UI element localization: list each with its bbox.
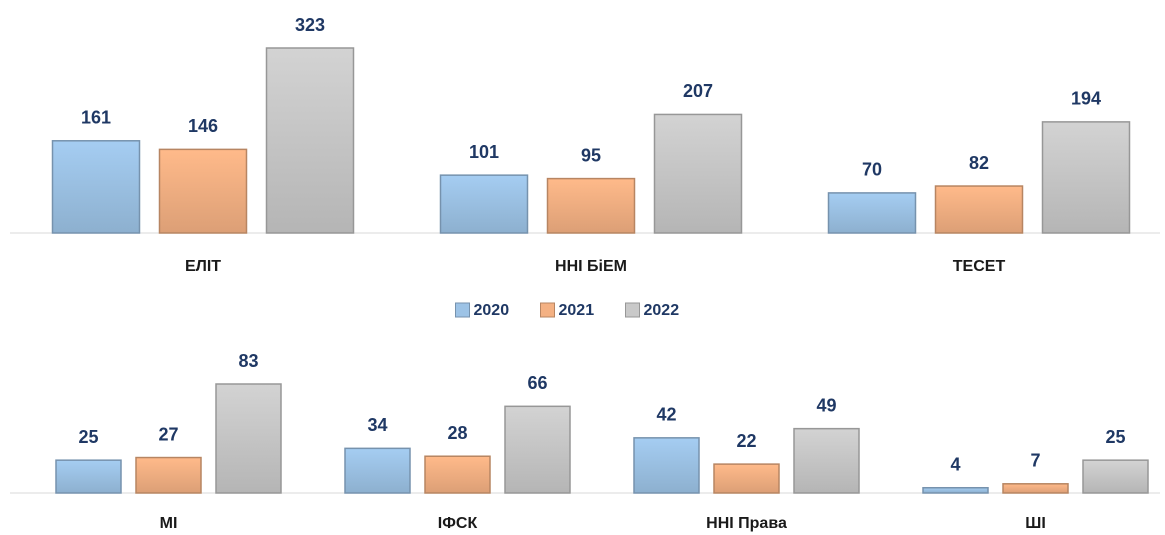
bar [633, 437, 700, 494]
data-label: 25 [1105, 427, 1125, 447]
data-label: 34 [367, 415, 387, 435]
x-tick-label: ЕЛІТ [185, 258, 221, 275]
data-label: 4 [950, 454, 960, 474]
bar [344, 447, 411, 494]
legend-label: 2021 [559, 302, 595, 319]
legend-label: 2022 [644, 302, 680, 319]
data-label: 323 [295, 15, 325, 35]
data-label: 7 [1030, 451, 1040, 471]
bar [55, 459, 122, 494]
data-label: 207 [683, 81, 713, 101]
x-tick-label: МІ [160, 515, 178, 532]
legend-swatch [625, 302, 640, 318]
data-label: 146 [188, 116, 218, 136]
legend-swatch [455, 302, 470, 318]
bar [158, 148, 248, 234]
x-tick-label: ННІ Права [706, 515, 787, 532]
bar [1002, 483, 1069, 494]
data-label: 95 [581, 145, 601, 165]
bar [51, 140, 141, 234]
data-label: 22 [736, 431, 756, 451]
bar [215, 383, 282, 494]
data-label: 161 [81, 108, 111, 128]
bar [934, 185, 1024, 234]
bar [1041, 121, 1131, 234]
data-label: 25 [78, 427, 98, 447]
data-label: 28 [447, 423, 467, 443]
bar [439, 174, 529, 234]
bar [265, 47, 355, 234]
x-tick-label: ТЕСЕТ [953, 258, 1006, 275]
bar [135, 456, 202, 494]
data-label: 194 [1071, 89, 1101, 109]
bar [504, 405, 571, 494]
data-label: 49 [816, 395, 836, 415]
data-label: 101 [469, 142, 499, 162]
data-label: 82 [969, 153, 989, 173]
x-tick-label: ІФСК [438, 515, 478, 532]
bar [793, 427, 860, 494]
bar [922, 486, 989, 494]
data-label: 42 [656, 405, 676, 425]
data-label: 83 [238, 351, 258, 371]
x-tick-label: ННІ БіЕМ [555, 258, 627, 275]
legend-label: 2020 [474, 302, 510, 319]
data-label: 27 [158, 424, 178, 444]
bar [546, 177, 636, 234]
bar [653, 113, 743, 234]
data-label: 70 [862, 160, 882, 180]
bar [424, 455, 491, 494]
bar [1082, 459, 1149, 494]
bar [713, 463, 780, 494]
legend-swatch [540, 302, 555, 318]
data-label: 66 [527, 373, 547, 393]
bar [827, 192, 917, 234]
x-tick-label: ШІ [1025, 515, 1046, 532]
